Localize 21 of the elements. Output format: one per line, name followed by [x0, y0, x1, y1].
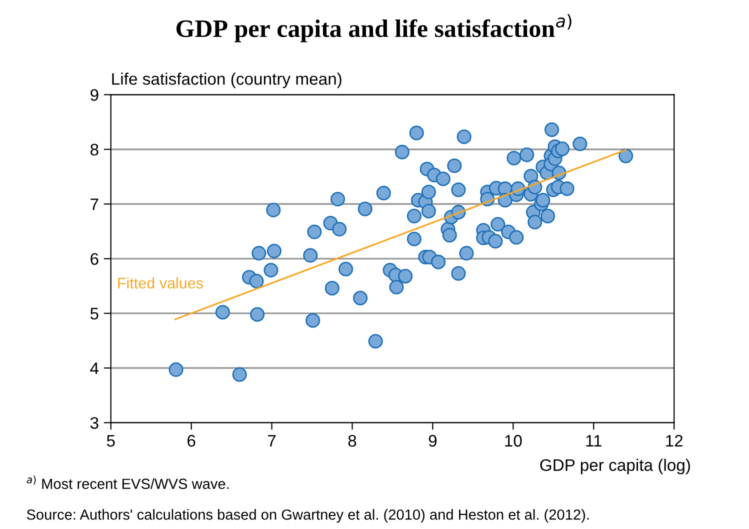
- series-label: Fitted values: [118, 277, 203, 289]
- y-tick-label: 8: [90, 144, 98, 156]
- y-tick-label: 5: [90, 308, 98, 320]
- y-tick-label: 7: [90, 198, 98, 210]
- x-tick-label: 8: [348, 434, 356, 447]
- chart-title: GDP per capita and life satisfaction$^{a)}$: [176, 14, 572, 42]
- x-tick-label: 10: [505, 434, 522, 447]
- x-tick-label: 12: [666, 434, 683, 447]
- x-tick-label: 7: [268, 435, 276, 447]
- x-axis-title: GDP per capita (log): [540, 458, 690, 474]
- y-axis-title: Life satisfaction (country mean): [112, 72, 342, 88]
- x-tick-label: 11: [586, 435, 602, 447]
- source-note: Source: Authors' calculations based on Gwartney et al. (2010) and Heston et al. (2012).: [26, 509, 589, 523]
- y-tick-label: 3: [90, 417, 98, 429]
- text: $^{a)}$ Most recent EVS/WVS wave.: [26, 476, 229, 489]
- y-tick-label: 6: [90, 253, 98, 265]
- x-tick-label: 9: [428, 434, 437, 447]
- y-tick-label: 4: [90, 362, 99, 374]
- x-tick-label: 5: [106, 435, 115, 447]
- y-tick-label: 9: [90, 89, 98, 101]
- x-tick-label: 6: [188, 434, 196, 447]
